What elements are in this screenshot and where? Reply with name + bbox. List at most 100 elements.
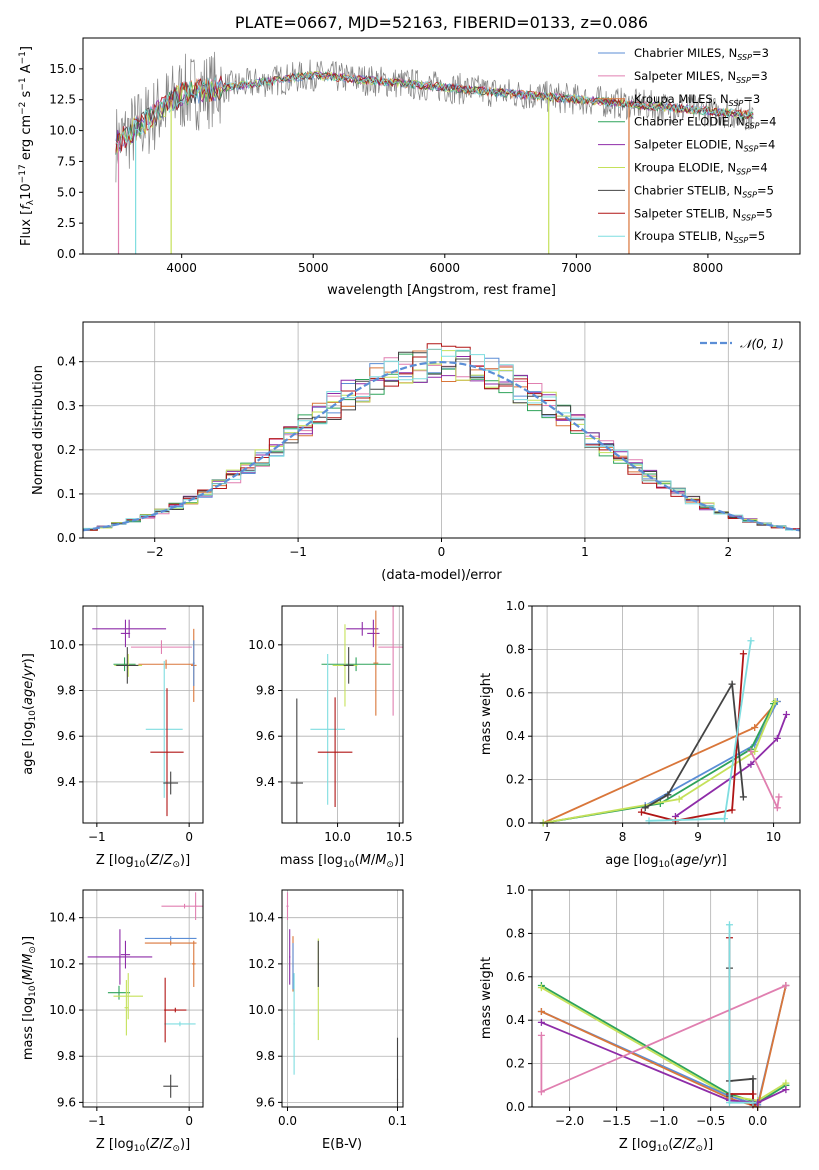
age-vs-mass-xlabel: mass [log10(M/M⊙)]	[280, 853, 404, 870]
x-tick-label: 8000	[693, 261, 724, 275]
y-tick-label: 10.4	[49, 911, 76, 925]
y-tick-label: 9.8	[256, 684, 275, 698]
mass-weight-marker	[537, 1008, 545, 1016]
mass-weight-marker	[537, 1088, 545, 1096]
x-tick-label: 7	[543, 830, 551, 844]
x-tick-label: 1	[581, 545, 589, 559]
y-tick-label: 1.0	[506, 883, 525, 897]
x-tick-label: 10.5	[386, 830, 413, 844]
y-tick-label: 0.2	[506, 773, 525, 787]
normal-distribution-curve	[82, 360, 801, 532]
spectrum-legend: Chabrier MILES, NSSP=3 Salpeter MILES, NS…	[598, 46, 776, 245]
x-tick-label: 10.0	[324, 830, 351, 844]
errorbar-point	[120, 619, 131, 648]
errorbar-point	[144, 936, 197, 941]
residuals-xlabel: (data-model)/error	[381, 568, 502, 583]
errorbar-point	[286, 892, 289, 921]
mass-weight-marker	[537, 1018, 545, 1026]
errorbar-point	[367, 619, 380, 648]
y-tick-label: 10.2	[248, 957, 275, 971]
x-tick-label: 9	[694, 830, 702, 844]
y-tick-label: 15.0	[49, 62, 76, 76]
mass-vs-z-xlabel: Z [log10(Z/Z⊙)]	[96, 1137, 190, 1154]
x-tick-label: 0.0	[748, 1114, 767, 1128]
residuals-legend: 𝒩(0, 1)	[700, 337, 784, 351]
mass-weight-marker	[537, 1031, 545, 1039]
mass-weight-marker	[725, 1099, 733, 1107]
spectrum-xlabel: wavelength [Angstrom, rest frame]	[327, 283, 556, 298]
mass-weight-marker	[728, 680, 736, 688]
mass-weight-marker	[739, 650, 747, 658]
y-tick-label: 9.4	[57, 775, 76, 789]
y-tick-label: 10.0	[49, 1003, 76, 1017]
x-tick-label: 0.0	[278, 1114, 297, 1128]
y-tick-label: 0.0	[57, 531, 76, 545]
model-spectrum-line	[115, 71, 754, 155]
y-tick-label: 9.8	[57, 684, 76, 698]
y-tick-label: 0.8	[506, 642, 525, 656]
y-tick-label: 10.4	[248, 911, 275, 925]
y-tick-label: 10.0	[248, 1003, 275, 1017]
y-tick-label: 2.5	[57, 216, 76, 230]
residuals-panel: −2 −1 0 1 2 0.0 0.1 0.2 0.3 0.4 (data-model)/erro…	[31, 321, 801, 583]
y-tick-label: 0.2	[57, 443, 76, 457]
y-tick-label: 0.6	[506, 970, 525, 984]
x-tick-label: 8	[619, 830, 627, 844]
mass-weight-marker	[641, 804, 649, 812]
x-tick-label: 6000	[430, 261, 461, 275]
errorbar-point	[164, 1007, 187, 1013]
legend-entry: Kroupa ELODIE, NSSP=4	[634, 161, 768, 177]
legend-entry: Salpeter ELODIE, NSSP=4	[634, 138, 775, 154]
mass-weight-marker	[749, 1099, 757, 1107]
errorbar-point	[116, 647, 139, 684]
mass-weight-line	[543, 701, 776, 824]
mass-weight-marker	[728, 806, 736, 814]
errorbar-point	[87, 929, 153, 985]
mass-weight-marker	[773, 804, 781, 812]
spectrum-ylabel: Flux [fλ10−17 erg cm−2 s−1 A−1]	[18, 46, 36, 246]
y-tick-label: 5.0	[57, 185, 76, 199]
mass-weight-marker	[749, 1090, 757, 1098]
normal-legend-label: 𝒩(0, 1)	[740, 337, 784, 351]
age-vs-z-xlabel: Z [log10(Z/Z⊙)]	[96, 853, 190, 870]
mass-vs-ebv-panel: 0.0 0.1 9.6 9.8 10.0 10.2 10.4 E(B-V)	[248, 889, 407, 1152]
x-tick-label: −2.0	[555, 1114, 584, 1128]
mass-weight-marker	[782, 1086, 790, 1094]
y-tick-label: 0.4	[57, 355, 76, 369]
mass-weight-marker	[537, 984, 545, 992]
x-tick-label: 2	[724, 545, 732, 559]
mass-weight-line	[540, 986, 787, 1102]
x-tick-label: 0	[438, 545, 446, 559]
errorbar-point	[164, 1021, 196, 1027]
x-tick-label: 7000	[561, 261, 592, 275]
y-tick-label: 10.0	[49, 124, 76, 138]
errorbar-point	[113, 973, 143, 1020]
y-tick-label: 0.1	[57, 487, 76, 501]
mass-weight-marker	[675, 795, 683, 803]
spectrum-panel: PLATE=0667, MJD=52163, FIBERID=0133, z=0…	[18, 13, 801, 298]
errorbar-point	[378, 606, 403, 716]
y-tick-label: 9.6	[57, 1095, 76, 1109]
mass-ylabel: mass [log10(M/M⊙)]	[21, 936, 38, 1060]
errorbar-point	[194, 892, 197, 921]
spectrum-title: PLATE=0667, MJD=52163, FIBERID=0133, z=0…	[235, 13, 648, 32]
mass-weight-line	[541, 1021, 787, 1104]
y-tick-label: 0.4	[506, 1013, 525, 1027]
mass-weight-marker	[775, 793, 783, 801]
massweight-age-ylabel: mass weight	[479, 673, 494, 755]
x-tick-label: 0	[185, 830, 193, 844]
x-tick-label: −2	[146, 545, 164, 559]
errorbar-point	[292, 943, 294, 990]
mass-weight-marker	[782, 1079, 790, 1087]
y-tick-label: 0.3	[57, 399, 76, 413]
x-tick-label: 4000	[166, 261, 197, 275]
legend-entry: Chabrier STELIB, NSSP=5	[634, 183, 774, 199]
y-tick-label: 10.0	[248, 638, 275, 652]
x-tick-label: 10	[766, 830, 781, 844]
errorbar-point	[317, 697, 353, 808]
legend-entry: Kroupa MILES, NSSP=3	[634, 92, 760, 108]
x-tick-label: −1	[289, 545, 307, 559]
mass-weight-marker	[664, 791, 672, 799]
y-tick-label: 9.4	[256, 775, 275, 789]
y-tick-label: 7.5	[57, 154, 76, 168]
